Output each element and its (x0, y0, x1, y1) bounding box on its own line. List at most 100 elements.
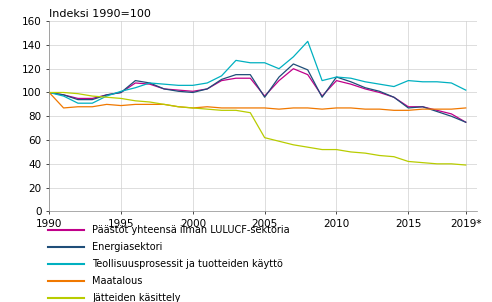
Energiasektori (391, 95, 397, 99)
Päästöt yhteensä ilman LULUCF-sektoria (262, 94, 268, 98)
Jätteiden käsittely (46, 91, 52, 94)
Energiasektori (376, 89, 382, 93)
Teollisuusprosessit ja tuotteiden käyttö (90, 101, 95, 105)
Maatalous (190, 106, 196, 110)
Energiasektori (463, 120, 469, 124)
Jätteiden käsittely (463, 163, 469, 167)
Teollisuusprosessit ja tuotteiden käyttö (147, 81, 153, 85)
Päästöt yhteensä ilman LULUCF-sektoria (448, 112, 454, 116)
Energiasektori (104, 93, 110, 97)
Päästöt yhteensä ilman LULUCF-sektoria (204, 87, 210, 91)
Maatalous (132, 103, 138, 106)
Päästöt yhteensä ilman LULUCF-sektoria (118, 91, 124, 94)
Jätteiden käsittely (204, 107, 210, 111)
Maatalous (61, 106, 66, 110)
Text: Indeksi 1990=100: Indeksi 1990=100 (49, 9, 151, 19)
Energiasektori (176, 89, 182, 93)
Päästöt yhteensä ilman LULUCF-sektoria (75, 97, 81, 100)
Maatalous (46, 91, 52, 94)
Päästöt yhteensä ilman LULUCF-sektoria (319, 94, 325, 98)
Energiasektori (132, 79, 138, 82)
Energiasektori (218, 78, 224, 81)
Teollisuusprosessit ja tuotteiden käyttö (290, 55, 296, 59)
Jätteiden käsittely (132, 99, 138, 103)
Text: Päästöt yhteensä ilman LULUCF-sektoria: Päästöt yhteensä ilman LULUCF-sektoria (92, 225, 290, 235)
Maatalous (405, 108, 411, 112)
Text: Jätteiden käsittely: Jätteiden käsittely (92, 293, 181, 302)
Energiasektori (233, 73, 239, 76)
Teollisuusprosessit ja tuotteiden käyttö (305, 40, 311, 43)
Teollisuusprosessit ja tuotteiden käyttö (218, 74, 224, 78)
Maatalous (290, 106, 296, 110)
Energiasektori (75, 98, 81, 101)
Teollisuusprosessit ja tuotteiden käyttö (233, 59, 239, 62)
Teollisuusprosessit ja tuotteiden käyttö (348, 76, 354, 80)
Energiasektori (118, 91, 124, 94)
Energiasektori (305, 68, 311, 72)
Päästöt yhteensä ilman LULUCF-sektoria (233, 76, 239, 80)
Maatalous (463, 106, 469, 110)
Energiasektori (190, 91, 196, 94)
Päästöt yhteensä ilman LULUCF-sektoria (190, 89, 196, 93)
Jätteiden käsittely (348, 150, 354, 154)
Energiasektori (362, 86, 368, 90)
Line: Maatalous: Maatalous (49, 92, 466, 110)
Jätteiden käsittely (376, 154, 382, 157)
Maatalous (204, 105, 210, 109)
Energiasektori (434, 110, 440, 113)
Energiasektori (147, 81, 153, 85)
Päästöt yhteensä ilman LULUCF-sektoria (147, 82, 153, 86)
Maatalous (448, 107, 454, 111)
Teollisuusprosessit ja tuotteiden käyttö (434, 80, 440, 84)
Jätteiden käsittely (405, 160, 411, 163)
Teollisuusprosessit ja tuotteiden käyttö (161, 82, 167, 86)
Päästöt yhteensä ilman LULUCF-sektoria (90, 97, 95, 100)
Jätteiden käsittely (434, 162, 440, 165)
Jätteiden käsittely (420, 161, 426, 165)
Jätteiden käsittely (448, 162, 454, 165)
Text: Teollisuusprosessit ja tuotteiden käyttö: Teollisuusprosessit ja tuotteiden käyttö (92, 259, 283, 269)
Energiasektori (448, 114, 454, 118)
Energiasektori (247, 73, 253, 76)
Jätteiden käsittely (104, 95, 110, 99)
Päästöt yhteensä ilman LULUCF-sektoria (290, 67, 296, 71)
Energiasektori (46, 91, 52, 94)
Teollisuusprosessit ja tuotteiden käyttö (262, 61, 268, 65)
Päästöt yhteensä ilman LULUCF-sektoria (46, 91, 52, 94)
Teollisuusprosessit ja tuotteiden käyttö (276, 67, 282, 71)
Jätteiden käsittely (334, 148, 339, 151)
Jätteiden käsittely (290, 143, 296, 147)
Energiasektori (290, 62, 296, 66)
Maatalous (319, 107, 325, 111)
Maatalous (348, 106, 354, 110)
Maatalous (118, 104, 124, 108)
Maatalous (420, 107, 426, 111)
Jätteiden käsittely (391, 155, 397, 159)
Energiasektori (276, 75, 282, 79)
Maatalous (233, 106, 239, 110)
Jätteiden käsittely (276, 140, 282, 143)
Line: Teollisuusprosessit ja tuotteiden käyttö: Teollisuusprosessit ja tuotteiden käyttö (49, 41, 466, 103)
Energiasektori (405, 106, 411, 110)
Päästöt yhteensä ilman LULUCF-sektoria (61, 93, 66, 97)
Text: Maatalous: Maatalous (92, 276, 143, 286)
Päästöt yhteensä ilman LULUCF-sektoria (104, 93, 110, 97)
Teollisuusprosessit ja tuotteiden käyttö (75, 101, 81, 105)
Jätteiden käsittely (118, 97, 124, 100)
Teollisuusprosessit ja tuotteiden käyttö (204, 81, 210, 85)
Teollisuusprosessit ja tuotteiden käyttö (46, 91, 52, 94)
Päästöt yhteensä ilman LULUCF-sektoria (405, 105, 411, 109)
Maatalous (147, 103, 153, 106)
Jätteiden käsittely (218, 108, 224, 112)
Jätteiden käsittely (262, 136, 268, 140)
Teollisuusprosessit ja tuotteiden käyttö (247, 61, 253, 65)
Energiasektori (61, 93, 66, 97)
Jätteiden käsittely (233, 108, 239, 112)
Päästöt yhteensä ilman LULUCF-sektoria (176, 88, 182, 92)
Päästöt yhteensä ilman LULUCF-sektoria (305, 73, 311, 76)
Jätteiden käsittely (247, 111, 253, 114)
Teollisuusprosessit ja tuotteiden käyttö (405, 79, 411, 82)
Energiasektori (262, 95, 268, 99)
Päästöt yhteensä ilman LULUCF-sektoria (334, 79, 339, 82)
Päästöt yhteensä ilman LULUCF-sektoria (463, 120, 469, 124)
